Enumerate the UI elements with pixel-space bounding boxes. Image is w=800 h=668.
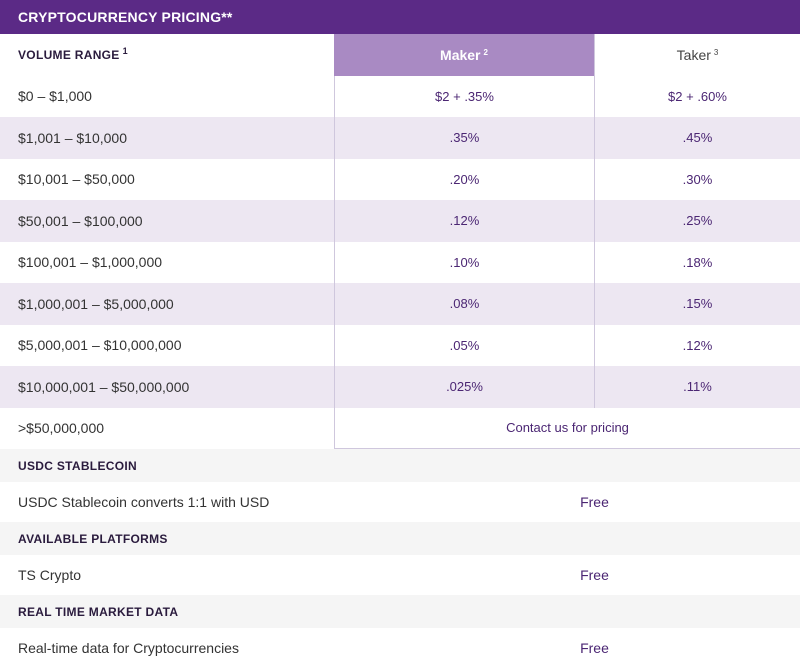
taker-fee-cell: .18% bbox=[594, 241, 800, 283]
table-row: $1,001 – $10,000 .35% .45% bbox=[0, 117, 800, 159]
section-value: Free bbox=[580, 567, 609, 583]
section-label: Real-time data for Cryptocurrencies bbox=[18, 640, 239, 656]
maker-fee-cell: .10% bbox=[334, 241, 594, 283]
taker-fee-cell: .15% bbox=[594, 283, 800, 325]
taker-fee-cell: .30% bbox=[594, 158, 800, 200]
maker-fee-cell: .05% bbox=[334, 324, 594, 366]
volume-range-cell: >$50,000,000 bbox=[18, 420, 105, 437]
table-row: $100,001 – $1,000,000 .10% .18% bbox=[0, 241, 800, 283]
table-row: $10,001 – $50,000 .20% .30% bbox=[0, 158, 800, 200]
volume-range-label: VOLUME RANGE bbox=[18, 47, 120, 62]
volume-range-cell: $10,001 – $50,000 bbox=[18, 171, 135, 188]
section-value: Free bbox=[580, 494, 609, 510]
volume-range-cell: $0 – $1,000 bbox=[18, 88, 92, 105]
footnote-3: 3 bbox=[713, 48, 719, 58]
taker-fee-cell: .45% bbox=[594, 117, 800, 159]
table-row: $50,001 – $100,000 .12% .25% bbox=[0, 200, 800, 242]
maker-fee-cell: .025% bbox=[334, 366, 594, 408]
volume-range-cell: $1,000,001 – $5,000,000 bbox=[18, 295, 174, 312]
section-row-usdc: USDC Stablecoin converts 1:1 with USD Fr… bbox=[0, 482, 800, 522]
section-heading-usdc: USDC STABLECOIN bbox=[0, 449, 800, 482]
maker-fee-cell: .12% bbox=[334, 200, 594, 242]
taker-fee-cell: .11% bbox=[594, 366, 800, 408]
maker-header: Maker 2 bbox=[334, 34, 594, 76]
maker-fee-cell: .08% bbox=[334, 283, 594, 325]
volume-range-cell: $50,001 – $100,000 bbox=[18, 212, 143, 229]
section-value: Free bbox=[580, 640, 609, 656]
volume-range-cell: $1,001 – $10,000 bbox=[18, 129, 127, 146]
volume-range-cell: $5,000,001 – $10,000,000 bbox=[18, 337, 182, 354]
section-heading-platforms: AVAILABLE PLATFORMS bbox=[0, 522, 800, 555]
taker-fee-cell: .25% bbox=[594, 200, 800, 242]
table-title: CRYPTOCURRENCY PRICING** bbox=[0, 0, 800, 34]
maker-fee-cell: $2 + .35% bbox=[334, 75, 594, 117]
maker-label: Maker bbox=[440, 46, 481, 63]
taker-fee-cell: .12% bbox=[594, 324, 800, 366]
table-row: $5,000,001 – $10,000,000 .05% .12% bbox=[0, 324, 800, 366]
section-label: TS Crypto bbox=[18, 567, 82, 583]
volume-range-cell: $100,001 – $1,000,000 bbox=[18, 254, 163, 271]
volume-range-cell: $10,000,001 – $50,000,000 bbox=[18, 378, 190, 395]
footnote-1: 1 bbox=[122, 45, 128, 56]
footnote-2: 2 bbox=[483, 48, 488, 58]
maker-fee-cell: .35% bbox=[334, 117, 594, 159]
header-row: VOLUME RANGE 1 Maker 2 Taker 3 bbox=[0, 34, 800, 76]
contact-pricing-link[interactable]: Contact us for pricing bbox=[334, 407, 800, 449]
section-heading-market-data: REAL TIME MARKET DATA bbox=[0, 595, 800, 628]
table-row: >$50,000,000 Contact us for pricing bbox=[0, 407, 800, 449]
section-row-platforms: TS Crypto Free bbox=[0, 555, 800, 595]
volume-range-header: VOLUME RANGE 1 bbox=[0, 34, 334, 76]
table-row: $10,000,001 – $50,000,000 .025% .11% bbox=[0, 366, 800, 408]
maker-fee-cell: .20% bbox=[334, 158, 594, 200]
taker-fee-cell: $2 + .60% bbox=[594, 75, 800, 117]
table-row: $1,000,001 – $5,000,000 .08% .15% bbox=[0, 283, 800, 325]
section-label: USDC Stablecoin converts 1:1 with USD bbox=[18, 494, 270, 510]
section-row-market-data: Real-time data for Cryptocurrencies Free bbox=[0, 628, 800, 668]
table-row: $0 – $1,000 $2 + .35% $2 + .60% bbox=[0, 75, 800, 117]
taker-label: Taker bbox=[676, 46, 711, 63]
taker-header: Taker 3 bbox=[594, 34, 800, 76]
